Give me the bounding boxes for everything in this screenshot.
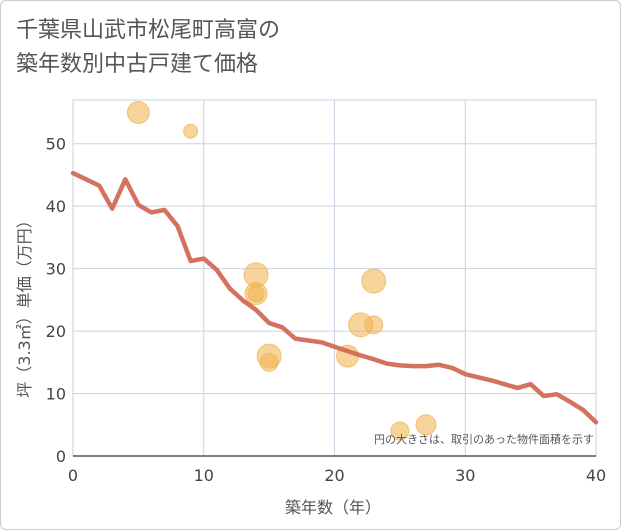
bubble-12	[415, 414, 437, 436]
chart-title: 千葉県山武市松尾町高富の 築年数別中古戸建て価格	[16, 14, 280, 82]
x-tick-10: 10	[194, 466, 214, 485]
x-axis-label: 築年数（年）	[285, 498, 381, 517]
trend-layer	[70, 170, 599, 425]
y-tick-labels: 0 10 20 30 40 50	[46, 135, 66, 466]
title-line-1: 千葉県山武市松尾町高富の	[16, 18, 281, 43]
bubble-0	[126, 100, 150, 124]
bubble-9	[364, 315, 384, 335]
bubble-11	[390, 421, 410, 441]
bubble-4	[247, 285, 265, 303]
y-tick-10: 10	[46, 385, 66, 404]
title-line-2: 築年数別中古戸建て価格	[16, 52, 259, 77]
y-tick-20: 20	[46, 322, 66, 341]
trend-line	[70, 170, 599, 425]
bubble-layer	[126, 100, 437, 441]
bubble-size-note: 円の大きさは、取引のあった物件面積を示す	[374, 432, 594, 446]
bubble-6	[259, 352, 279, 372]
y-tick-50: 50	[46, 135, 66, 154]
x-tick-20: 20	[324, 466, 344, 485]
y-axis-label: 坪（3.3㎡）単価（万円）	[15, 212, 34, 397]
y-tick-40: 40	[46, 197, 66, 216]
bubble-10	[361, 268, 387, 294]
grid	[72, 99, 597, 457]
bubble-1	[183, 123, 199, 139]
y-tick-0: 0	[56, 447, 66, 466]
x-tick-30: 30	[455, 466, 475, 485]
x-tick-40: 40	[586, 466, 606, 485]
x-tick-0: 0	[68, 466, 78, 485]
x-tick-labels: 0 10 20 30 40	[68, 466, 606, 485]
y-tick-30: 30	[46, 260, 66, 279]
